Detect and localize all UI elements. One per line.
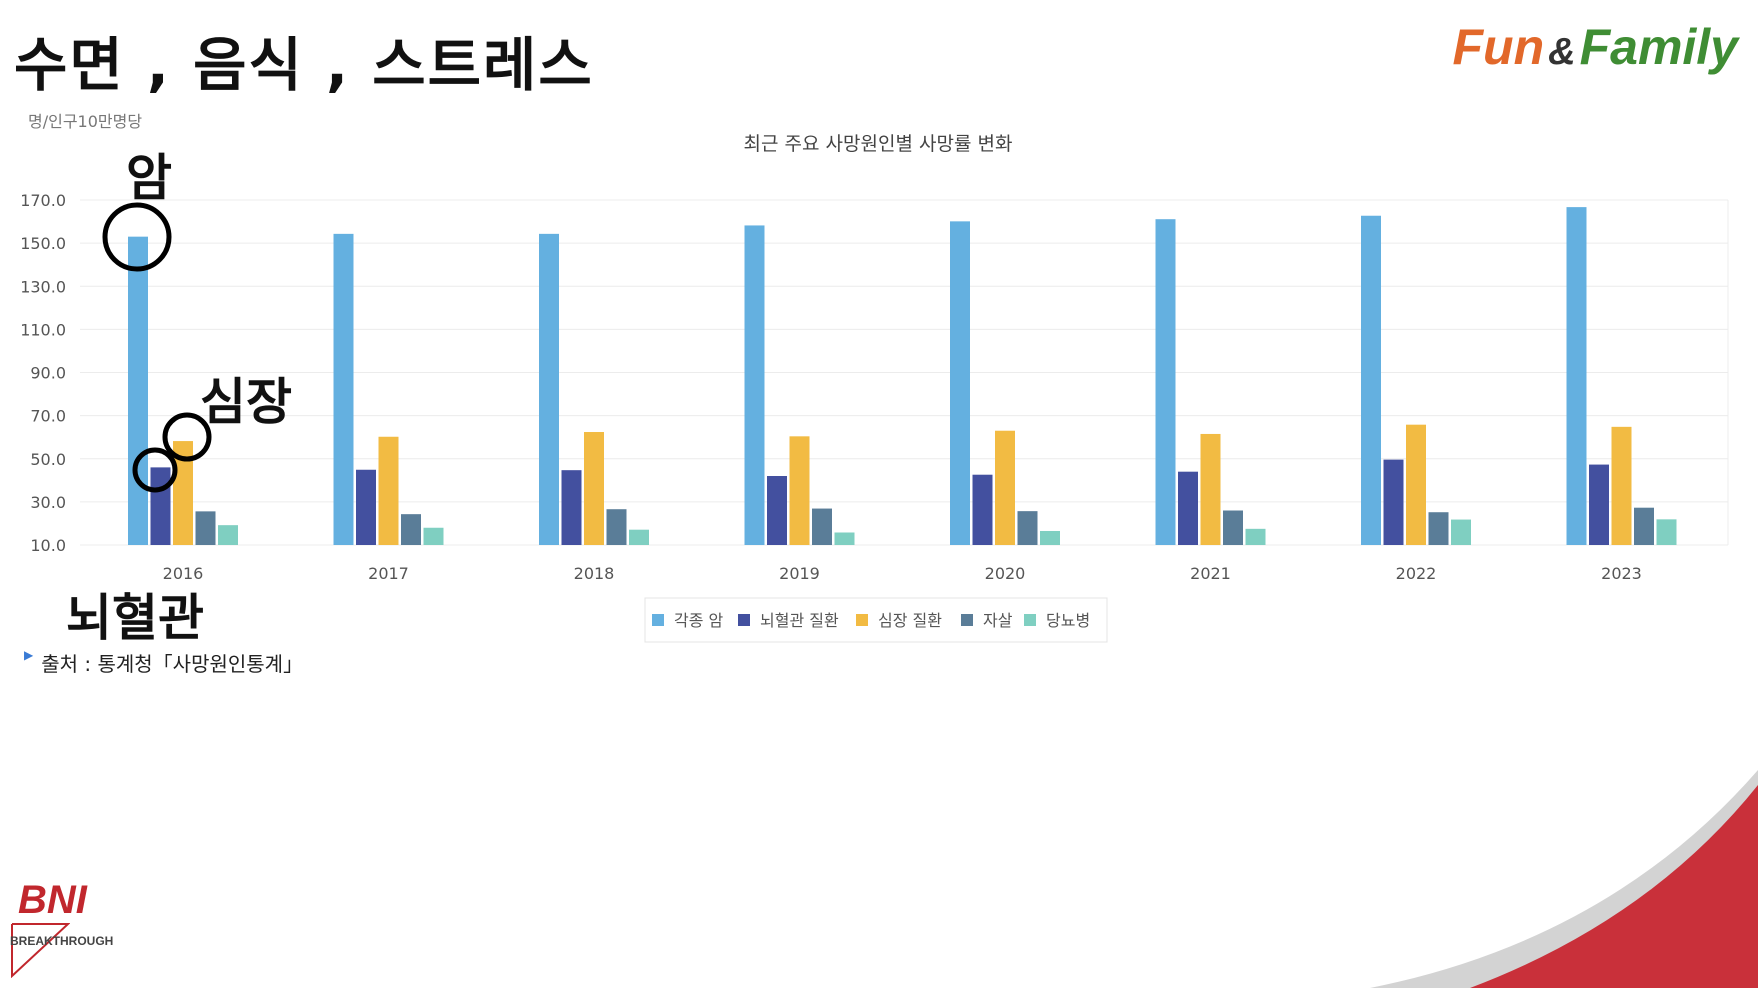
bni-chapter-name: BREAKTHROUGH bbox=[10, 934, 114, 948]
bar-2016-자살 bbox=[195, 511, 216, 545]
bar-2020-심장 질환 bbox=[995, 430, 1015, 545]
bar-2021-당뇨병 bbox=[1245, 528, 1266, 545]
logo-part-fun: Fun bbox=[1452, 19, 1545, 75]
bar-2022-각종 암 bbox=[1361, 215, 1381, 545]
bar-2017-각종 암 bbox=[333, 233, 354, 545]
x-tick-label: 2023 bbox=[1601, 564, 1642, 583]
bar-2023-뇌혈관 질환 bbox=[1589, 464, 1609, 545]
bar-2018-자살 bbox=[606, 509, 627, 545]
unit-label: 명/인구10만명당 bbox=[28, 112, 143, 131]
y-tick-label: 50.0 bbox=[30, 450, 66, 469]
bar-2022-당뇨병 bbox=[1451, 519, 1471, 545]
logo-ampersand: & bbox=[1548, 31, 1576, 73]
bar-2022-심장 질환 bbox=[1406, 424, 1426, 545]
annotation-circle bbox=[132, 447, 178, 493]
bar-2021-뇌혈관 질환 bbox=[1178, 471, 1198, 545]
legend-label: 뇌혈관 질환 bbox=[760, 611, 839, 630]
chart-title: 최근 주요 사망원인별 사망률 변화 bbox=[744, 133, 1013, 155]
legend-label: 당뇨병 bbox=[1046, 611, 1090, 630]
bar-2023-자살 bbox=[1634, 507, 1654, 545]
chart-grid bbox=[80, 199, 1729, 546]
bni-wordmark: BNI bbox=[18, 878, 87, 922]
bar-2021-각종 암 bbox=[1155, 219, 1176, 546]
bar-2020-자살 bbox=[1017, 511, 1038, 545]
bni-logo: BNI BREAKTHROUGH bbox=[10, 878, 120, 978]
bar-2016-심장 질환 bbox=[173, 441, 193, 545]
chart-bars bbox=[128, 207, 1677, 546]
slide-title: 수면 , 음식 , 스트레스 bbox=[14, 31, 594, 99]
annotation-circle bbox=[102, 202, 172, 272]
y-axis-ticks: 170.0 150.0 130.0 110.0 90.0 70.0 50.0 30.0 10.0 bbox=[20, 191, 66, 555]
y-tick-label: 110.0 bbox=[20, 320, 66, 339]
legend-swatch bbox=[738, 614, 750, 626]
legend-swatch bbox=[856, 614, 868, 626]
legend-label: 심장 질환 bbox=[878, 611, 942, 630]
x-tick-label: 2022 bbox=[1396, 564, 1437, 583]
bar-2019-각종 암 bbox=[744, 225, 765, 545]
x-tick-label: 2019 bbox=[779, 564, 820, 583]
bar-2020-뇌혈관 질환 bbox=[972, 474, 993, 545]
bar-2016-당뇨병 bbox=[218, 525, 238, 545]
bar-2023-각종 암 bbox=[1566, 207, 1587, 545]
bar-2019-심장 질환 bbox=[789, 436, 810, 545]
bar-2022-뇌혈관 질환 bbox=[1383, 459, 1404, 545]
y-tick-label: 130.0 bbox=[20, 277, 66, 296]
x-tick-label: 2020 bbox=[985, 564, 1026, 583]
legend-swatch bbox=[652, 614, 664, 626]
bar-2017-뇌혈관 질환 bbox=[356, 469, 376, 545]
y-tick-label: 30.0 bbox=[30, 493, 66, 512]
bullet-icon: ▶ bbox=[24, 648, 34, 662]
y-tick-label: 170.0 bbox=[20, 191, 66, 210]
y-tick-label: 70.0 bbox=[30, 407, 66, 426]
bar-2023-심장 질환 bbox=[1611, 426, 1632, 545]
bar-2017-자살 bbox=[401, 514, 421, 545]
chart-legend: 각종 암 뇌혈관 질환 심장 질환 자살 당뇨병 bbox=[644, 597, 1108, 643]
x-tick-label: 2017 bbox=[368, 564, 409, 583]
bar-2022-자살 bbox=[1428, 512, 1449, 545]
bar-2019-자살 bbox=[812, 508, 832, 545]
y-tick-label: 90.0 bbox=[30, 364, 66, 383]
bar-2017-심장 질환 bbox=[378, 436, 399, 545]
bar-2018-각종 암 bbox=[539, 233, 559, 545]
bar-2019-뇌혈관 질환 bbox=[767, 476, 787, 545]
bar-2021-심장 질환 bbox=[1200, 433, 1221, 545]
legend-swatch bbox=[961, 614, 973, 626]
source-text: 출처 : 통계청「사망원인통계」 bbox=[41, 652, 304, 676]
bar-2016-각종 암 bbox=[128, 236, 148, 545]
bar-2020-각종 암 bbox=[950, 221, 970, 546]
bar-2018-뇌혈관 질환 bbox=[561, 470, 582, 545]
bar-2020-당뇨병 bbox=[1040, 530, 1060, 545]
annotation-heart: 심장 bbox=[200, 372, 292, 431]
annotation-cancer: 암 bbox=[126, 148, 172, 207]
annotation-circle bbox=[162, 412, 212, 462]
x-tick-label: 2021 bbox=[1190, 564, 1231, 583]
bar-2019-당뇨병 bbox=[834, 532, 855, 545]
bar-2017-당뇨병 bbox=[423, 527, 444, 545]
fun-and-family-logo: Fun &Family bbox=[1453, 18, 1739, 76]
legend-label: 각종 암 bbox=[674, 611, 724, 630]
bar-2018-심장 질환 bbox=[584, 432, 604, 545]
bar-2023-당뇨병 bbox=[1656, 519, 1677, 545]
bni-triangle-icon bbox=[11, 923, 70, 978]
bar-2016-뇌혈관 질환 bbox=[150, 467, 171, 545]
x-tick-label: 2018 bbox=[574, 564, 615, 583]
x-axis-ticks: 2016 2017 2018 2019 2020 2021 2022 2023 bbox=[163, 564, 1642, 583]
y-tick-label: 150.0 bbox=[20, 234, 66, 253]
annotation-circles bbox=[102, 202, 212, 493]
bar-2021-자살 bbox=[1223, 510, 1243, 545]
x-tick-label: 2016 bbox=[163, 564, 204, 583]
y-tick-label: 10.0 bbox=[30, 536, 66, 555]
legend-label: 자살 bbox=[983, 611, 1013, 630]
legend-swatch bbox=[1024, 614, 1036, 626]
source-note: ▶ 출처 : 통계청「사망원인통계」 bbox=[24, 648, 303, 677]
logo-part-family: Family bbox=[1579, 19, 1738, 75]
bar-2018-당뇨병 bbox=[629, 529, 649, 545]
annotation-cerebrovascular: 뇌혈관 bbox=[66, 588, 204, 647]
